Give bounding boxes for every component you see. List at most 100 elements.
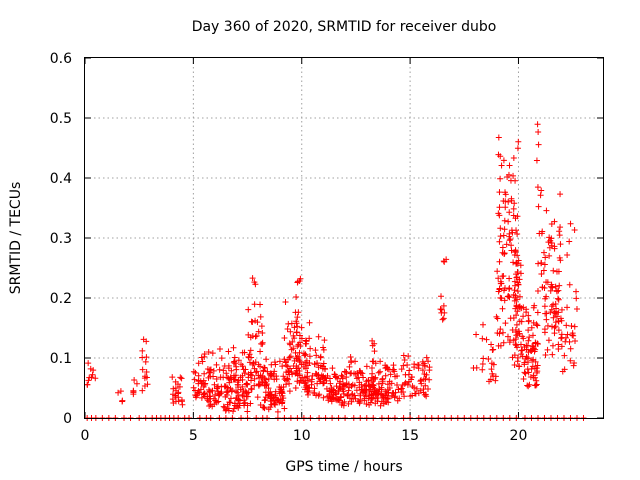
data-point <box>553 305 560 312</box>
data-point <box>533 157 540 164</box>
data-point <box>513 312 520 319</box>
data-point <box>143 354 150 361</box>
data-point <box>496 212 503 219</box>
data-point <box>325 397 332 404</box>
data-point <box>179 401 186 408</box>
data-point <box>92 375 99 382</box>
data-point <box>437 306 444 313</box>
data-point <box>223 370 230 377</box>
data-point <box>557 224 564 231</box>
data-point <box>500 232 507 239</box>
data-point <box>511 287 518 294</box>
data-point <box>505 198 512 205</box>
data-point <box>195 380 202 387</box>
data-point <box>258 323 265 330</box>
data-point <box>506 275 513 282</box>
data-point <box>210 373 217 380</box>
data-point <box>361 395 368 402</box>
data-point <box>358 381 365 388</box>
data-point <box>230 344 237 351</box>
data-point <box>292 384 299 391</box>
data-point <box>172 378 179 385</box>
data-point <box>288 346 295 353</box>
data-point <box>268 371 275 378</box>
data-point <box>84 381 91 388</box>
data-point <box>573 295 580 302</box>
data-point <box>190 368 197 375</box>
data-point <box>281 405 288 412</box>
data-point <box>525 383 532 390</box>
data-point <box>298 324 305 331</box>
data-point <box>384 381 391 388</box>
data-point <box>552 310 559 317</box>
data-point <box>570 332 577 339</box>
data-point <box>260 404 267 411</box>
data-point <box>533 321 540 328</box>
data-point <box>282 299 289 306</box>
data-point <box>516 276 523 283</box>
data-point <box>541 303 548 310</box>
data-point <box>542 351 549 358</box>
data-point <box>567 220 574 227</box>
data-point <box>479 360 486 367</box>
data-point <box>279 390 286 397</box>
data-point <box>551 330 558 337</box>
data-point <box>536 230 543 237</box>
data-point <box>286 354 293 361</box>
data-point <box>283 358 290 365</box>
data-point <box>246 351 253 358</box>
data-point <box>231 358 238 365</box>
data-point <box>293 329 300 336</box>
data-point <box>497 326 504 333</box>
data-point <box>247 347 254 354</box>
data-point <box>346 363 353 370</box>
data-point <box>322 366 329 373</box>
data-point <box>338 372 345 379</box>
data-point <box>242 388 249 395</box>
data-point <box>213 361 220 368</box>
data-point <box>426 376 433 383</box>
data-point <box>215 390 222 397</box>
data-point <box>537 192 544 199</box>
x-tick-label: 20 <box>510 428 528 444</box>
data-point <box>280 373 287 380</box>
data-point <box>507 177 514 184</box>
data-point <box>573 305 580 312</box>
data-point <box>500 339 507 346</box>
data-point <box>169 374 176 381</box>
data-point <box>195 372 202 379</box>
data-point <box>286 340 293 347</box>
data-point <box>357 390 364 397</box>
data-point <box>251 301 258 308</box>
data-point <box>195 387 202 394</box>
data-point <box>309 372 316 379</box>
data-point <box>333 383 340 390</box>
data-point <box>191 376 198 383</box>
data-point <box>370 382 377 389</box>
data-point <box>540 249 547 256</box>
data-point <box>295 309 302 316</box>
data-point <box>206 369 213 376</box>
data-point <box>514 230 521 237</box>
data-point <box>315 392 322 399</box>
data-point <box>473 364 480 371</box>
data-point <box>205 348 212 355</box>
data-point <box>510 155 517 162</box>
data-point <box>513 271 520 278</box>
data-point <box>194 390 201 397</box>
data-point <box>531 348 538 355</box>
data-point <box>494 268 501 275</box>
data-point <box>439 316 446 323</box>
data-point <box>500 272 507 279</box>
data-point <box>511 352 518 359</box>
data-point <box>199 358 206 365</box>
data-point <box>520 376 527 383</box>
data-point <box>497 342 504 349</box>
data-point <box>144 381 151 388</box>
data-point <box>513 321 520 328</box>
data-point <box>543 207 550 214</box>
data-point <box>534 322 541 329</box>
data-point <box>509 229 516 236</box>
data-point <box>252 333 259 340</box>
data-point <box>550 314 557 321</box>
